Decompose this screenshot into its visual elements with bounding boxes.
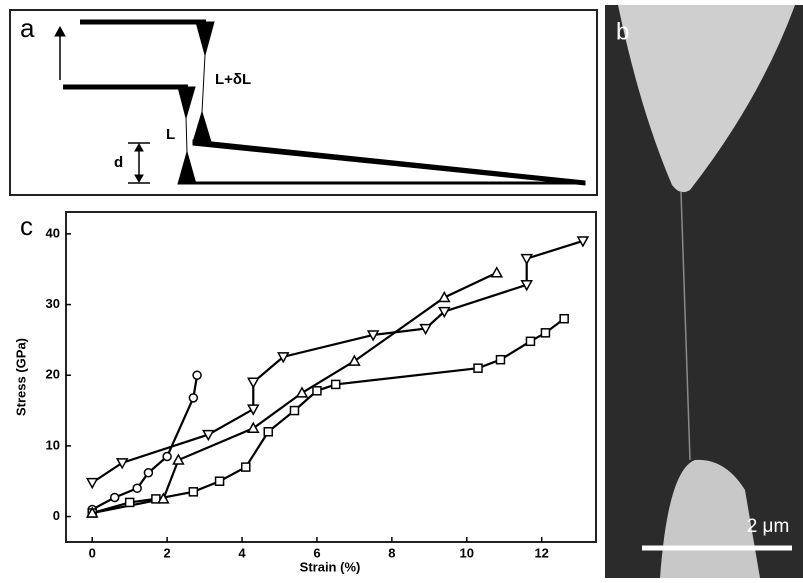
point	[520, 280, 533, 292]
point	[263, 427, 274, 437]
point	[540, 328, 551, 338]
point	[330, 379, 341, 390]
point	[419, 323, 432, 336]
upper-tip	[618, 5, 795, 193]
point	[247, 377, 260, 389]
y-tick-label: 20	[46, 367, 60, 382]
label: d	[114, 154, 123, 171]
point	[192, 370, 202, 380]
point	[202, 429, 215, 442]
panel-a-frame	[9, 9, 598, 196]
x-tick-label: 12	[534, 545, 548, 560]
point	[366, 330, 380, 342]
point	[143, 467, 154, 478]
point	[85, 506, 99, 518]
panel-label: b	[616, 18, 629, 45]
arrow-head	[54, 25, 66, 37]
arrow-head	[134, 142, 144, 152]
nanowire	[680, 191, 691, 461]
point	[295, 386, 309, 398]
point	[559, 313, 569, 324]
schematic	[54, 19, 586, 186]
point	[525, 336, 536, 347]
point	[85, 477, 99, 490]
point	[490, 266, 504, 278]
y-axis-title: Stress (GPa)	[13, 338, 28, 416]
arrow-head	[134, 174, 144, 184]
point	[520, 253, 533, 266]
point	[188, 487, 199, 497]
y-tick-label: 0	[53, 508, 60, 523]
x-axis-title: Strain (%)	[300, 559, 361, 574]
point	[247, 421, 260, 433]
x-tick-label: 2	[164, 545, 171, 560]
panel-label: a	[20, 13, 35, 43]
point	[495, 354, 506, 365]
point	[124, 497, 135, 508]
point	[276, 352, 290, 364]
x-tick-label: 6	[313, 545, 320, 560]
point	[576, 236, 590, 248]
point	[115, 458, 129, 470]
label: L	[166, 126, 175, 143]
y-tick-label: 10	[46, 437, 60, 452]
y-tick-label: 30	[46, 296, 60, 311]
tip	[195, 21, 215, 57]
point	[289, 405, 300, 416]
point	[109, 492, 120, 503]
point	[473, 363, 483, 373]
x-tick-label: 0	[89, 545, 96, 560]
point	[247, 404, 260, 416]
label: L+δL	[215, 71, 251, 88]
point	[312, 386, 322, 396]
point	[188, 393, 199, 403]
x-tick-label: 4	[238, 545, 246, 560]
point	[348, 354, 361, 366]
point	[132, 483, 142, 494]
point	[172, 453, 185, 465]
fiber	[185, 117, 188, 153]
panel-label: c	[20, 211, 33, 241]
x-tick-label: 10	[460, 545, 474, 560]
point	[438, 306, 451, 319]
tip	[177, 86, 196, 120]
point	[214, 476, 225, 486]
point	[241, 462, 251, 472]
fiber	[201, 54, 206, 113]
y-tick-label: 40	[46, 225, 60, 240]
scale-bar-label: 2 μm	[747, 516, 790, 537]
point	[157, 492, 170, 504]
point	[162, 451, 172, 462]
series-line	[92, 271, 498, 515]
plot-frame	[65, 211, 597, 543]
point	[438, 290, 451, 303]
x-tick-label: 8	[388, 545, 395, 560]
cantilever	[192, 139, 586, 186]
